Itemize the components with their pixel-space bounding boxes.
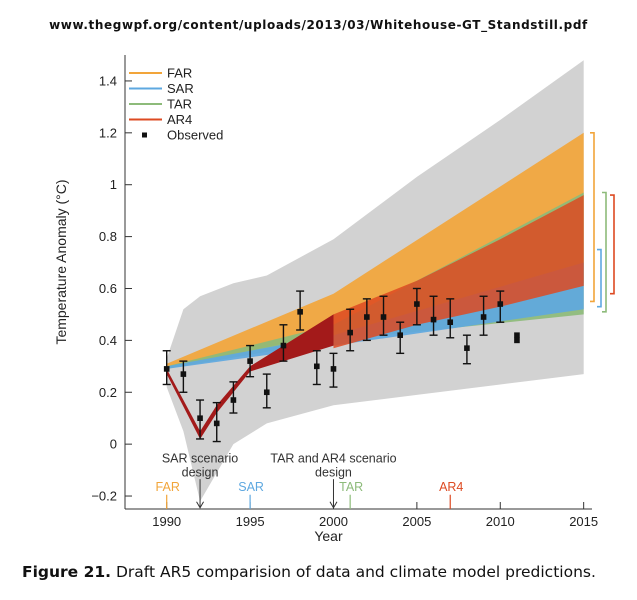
x-axis-title: Year [314, 528, 343, 544]
scenario-label-sar: SAR [238, 480, 264, 494]
y-tick-label: 0.2 [99, 385, 117, 400]
band-tar [166, 192, 584, 369]
band-ar4 [333, 195, 584, 349]
observed-point [347, 329, 353, 336]
observed-point [447, 319, 454, 326]
source-url: www.thegwpf.org/content/uploads/2013/03/… [49, 18, 588, 32]
range-brackets [590, 132, 615, 313]
caption-text: Draft AR5 comparision of data and climat… [115, 563, 596, 581]
observed-point [314, 363, 320, 370]
x-tick-label: 2000 [319, 514, 348, 529]
y-tick-label: 0.4 [99, 333, 117, 348]
observed-point [430, 316, 437, 323]
observed-point [297, 309, 303, 315]
range-bracket-sar [597, 248, 602, 308]
annotation-text: SAR scenario [162, 451, 238, 465]
x-tick-label: 2005 [402, 514, 431, 529]
y-tick-label: 0.8 [99, 229, 117, 244]
y-tick-label: 0 [110, 437, 117, 452]
observed-point [263, 389, 270, 396]
observed-point [414, 301, 420, 307]
temperature-anomaly-chart: −0.2 0 0.2 0.4 0.6 0.8 1 1.2 1.4 1990 1995 2000 2005… [53, 55, 615, 544]
y-tick-label: −0.2 [91, 489, 117, 504]
legend-label-ar4: AR4 [167, 112, 192, 127]
observed-point [180, 371, 187, 377]
legend-label-tar: TAR [167, 97, 192, 112]
legend-label-far: FAR [167, 66, 192, 81]
y-tick-label: 1 [110, 177, 117, 192]
x-tick-label: 1990 [152, 514, 181, 529]
range-bracket-tar [602, 191, 607, 313]
scenario-label-ar4: AR4 [439, 480, 463, 494]
observed-point [397, 332, 403, 338]
legend-label-sar: SAR [167, 81, 194, 96]
annotation-text: design [315, 465, 352, 479]
y-tick-label: 1.2 [99, 125, 117, 140]
annotation-text: design [182, 465, 219, 479]
x-tick-label: 1995 [236, 514, 265, 529]
axes-layer: −0.2 0 0.2 0.4 0.6 0.8 1 1.2 1.4 1990 1995 2000 2005… [53, 55, 598, 544]
observed-point [330, 366, 337, 372]
x-tick-label: 2010 [486, 514, 515, 529]
observed-point [247, 358, 253, 364]
x-tick-label: 2015 [569, 514, 598, 529]
figure-caption: Figure 21. Draft AR5 comparision of data… [22, 563, 596, 581]
observed-point [163, 366, 170, 372]
hindcast-band [166, 314, 334, 439]
annotation-arrow-head [329, 501, 338, 509]
legend-swatch-observed [142, 132, 147, 138]
y-axis-title: Temperature Anomaly (°C) [53, 179, 69, 344]
observed-point [464, 345, 470, 351]
scenario-label-far: FAR [156, 480, 180, 494]
observed-point [514, 337, 520, 344]
hindcast-layer [166, 314, 334, 439]
range-bracket-ar4 [610, 194, 615, 295]
observed-layer [162, 287, 520, 443]
observed-point [364, 314, 370, 320]
scenario-label-tar: TAR [339, 480, 363, 494]
annotation-arrow-head [196, 501, 204, 509]
observed-point [514, 332, 520, 338]
observed-point [197, 415, 203, 421]
observed-point [230, 397, 237, 403]
observed-point [280, 342, 287, 349]
range-bracket-far [590, 132, 595, 303]
observed-point [380, 314, 387, 320]
observed-point [480, 314, 487, 320]
observed-point [497, 301, 504, 307]
annotation-text: TAR and AR4 scenario [270, 451, 396, 465]
y-tick-label: 1.4 [99, 73, 117, 88]
legend-label-observed: Observed [167, 128, 223, 143]
observed-point [213, 420, 220, 427]
y-tick-label: 0.6 [99, 281, 117, 296]
caption-label: Figure 21. [22, 563, 112, 581]
